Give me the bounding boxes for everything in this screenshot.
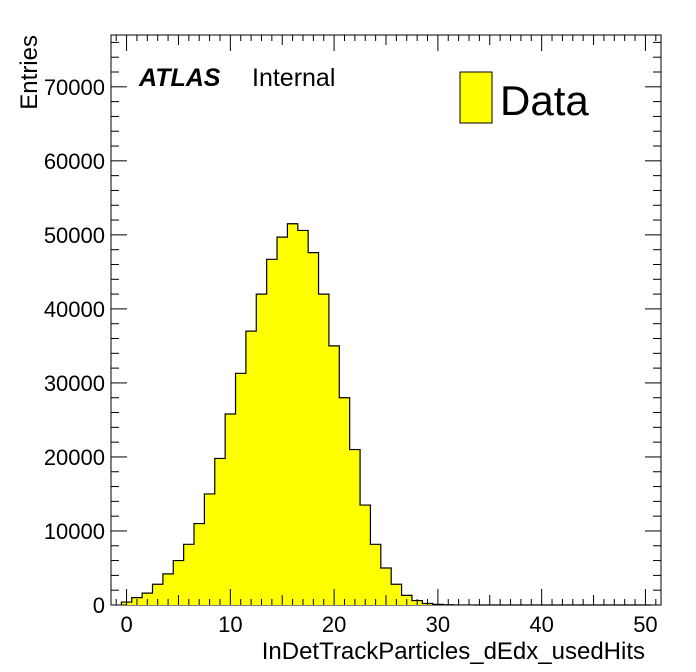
x-tick-label: 20 xyxy=(322,612,346,637)
tick-labels: 0 10 20 30 40 50 0 10000 20000 30000 40000 50000 600… xyxy=(44,75,658,637)
histogram-bar xyxy=(214,458,226,605)
legend-swatch xyxy=(459,71,493,124)
x-tick-label: 50 xyxy=(633,612,657,637)
histogram-bar xyxy=(297,230,309,605)
histogram-bar xyxy=(245,331,257,605)
histogram-bar xyxy=(318,294,330,605)
histogram-bar xyxy=(349,449,361,605)
histogram-bar xyxy=(256,294,267,605)
histogram-bar xyxy=(152,584,164,605)
x-axis-title: InDetTrackParticles_dEdx_usedHits xyxy=(262,638,645,665)
histogram-bar xyxy=(225,414,236,605)
histogram-bar xyxy=(266,259,278,605)
histogram-bar xyxy=(380,567,392,605)
histogram-bar xyxy=(328,345,340,605)
y-tick-label: 40000 xyxy=(44,297,105,322)
y-tick-label: 60000 xyxy=(44,149,105,174)
x-tick-label: 40 xyxy=(529,612,553,637)
histogram-bar xyxy=(277,237,288,605)
plot-frame xyxy=(110,34,662,606)
histogram-bar xyxy=(308,252,319,605)
y-tick-label: 30000 xyxy=(44,371,105,396)
axes xyxy=(111,35,661,606)
histogram-bar xyxy=(287,223,299,605)
histogram-bar xyxy=(173,560,184,605)
histogram-bar xyxy=(183,544,195,605)
x-tick-label: 30 xyxy=(426,612,450,637)
internal-label: Internal xyxy=(252,64,335,92)
histogram-bar xyxy=(235,373,247,605)
histogram-bar xyxy=(162,573,174,605)
histogram-bar xyxy=(360,505,371,605)
x-tick-label: 10 xyxy=(218,612,242,637)
histogram-bar xyxy=(194,523,205,605)
histogram-bar xyxy=(391,584,402,605)
y-tick-label: 70000 xyxy=(44,75,105,100)
histogram-bar xyxy=(204,493,216,605)
histogram-bar xyxy=(339,397,350,605)
y-axis-title: Entries xyxy=(16,35,43,110)
y-tick-label: 50000 xyxy=(44,223,105,248)
histogram-bar xyxy=(370,544,382,605)
x-tick-label: 0 xyxy=(120,612,132,637)
y-tick-label: 0 xyxy=(93,593,105,618)
y-tick-label: 10000 xyxy=(44,519,105,544)
legend-label-data: Data xyxy=(500,77,589,124)
atlas-label: ATLAS xyxy=(138,64,221,92)
y-tick-label: 20000 xyxy=(44,445,105,470)
